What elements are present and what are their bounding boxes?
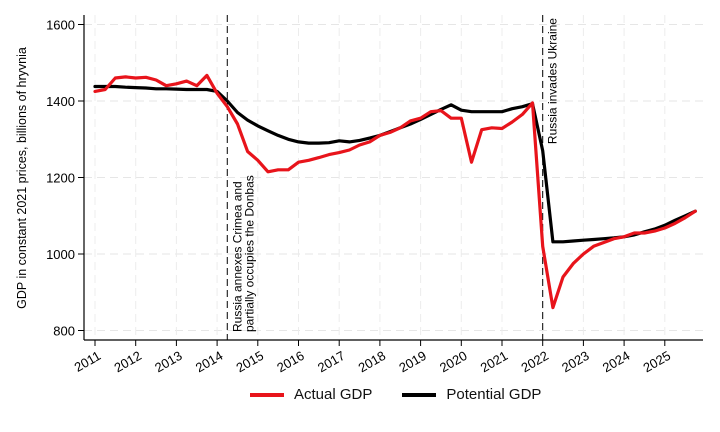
legend-item-potential: Potential GDP	[402, 386, 541, 403]
x-tick-label: 2025	[641, 348, 674, 375]
legend-swatch-actual	[250, 392, 284, 397]
x-tick-label: 2011	[72, 348, 104, 375]
x-tick-label: 2014	[193, 348, 226, 375]
x-tick-label: 2019	[396, 348, 429, 375]
x-tick-label: 2017	[315, 348, 348, 375]
x-tick-label: 2018	[356, 348, 389, 375]
y-tick-label: 1000	[46, 247, 75, 262]
annotation-text-1: Russia invades Ukraine	[546, 18, 560, 144]
annotation-text-0: Russia annexes Crimea and	[230, 181, 244, 332]
legend-label-actual: Actual GDP	[294, 386, 373, 403]
actual-gdp-line	[93, 73, 697, 310]
x-tick-label: 2021	[478, 348, 511, 375]
x-tick-label: 2024	[600, 348, 633, 375]
y-tick-label: 1200	[46, 171, 75, 186]
potential-gdp-line	[93, 84, 697, 244]
legend-label-potential: Potential GDP	[446, 386, 542, 403]
legend-item-actual: Actual GDP	[250, 386, 372, 403]
x-tick-label: 2012	[111, 348, 144, 375]
y-tick-label: 1400	[46, 94, 75, 109]
x-tick-label: 2016	[274, 348, 307, 375]
legend-swatch-potential	[402, 392, 437, 397]
grid	[84, 15, 703, 340]
x-tick-label: 2020	[437, 348, 470, 375]
x-tick-label: 2022	[518, 348, 551, 375]
x-tick-label: 2013	[152, 348, 185, 375]
series-lines	[93, 73, 697, 310]
annotation-text-0: partially occupies the Donbas	[242, 175, 256, 332]
event-lines	[226, 15, 544, 340]
legend: Actual GDP Potential GDP	[250, 386, 571, 403]
y-tick-label: 800	[53, 324, 75, 339]
y-axis-label: GDP in constant 2021 prices, billions of…	[15, 47, 29, 309]
x-tick-label: 2023	[559, 348, 592, 375]
x-tick-label: 2015	[234, 348, 267, 375]
axes: 800 1000 1200 1400 1600 2011 2012 2013 2014 2015 2…	[46, 15, 703, 375]
y-tick-label: 1600	[46, 18, 75, 33]
